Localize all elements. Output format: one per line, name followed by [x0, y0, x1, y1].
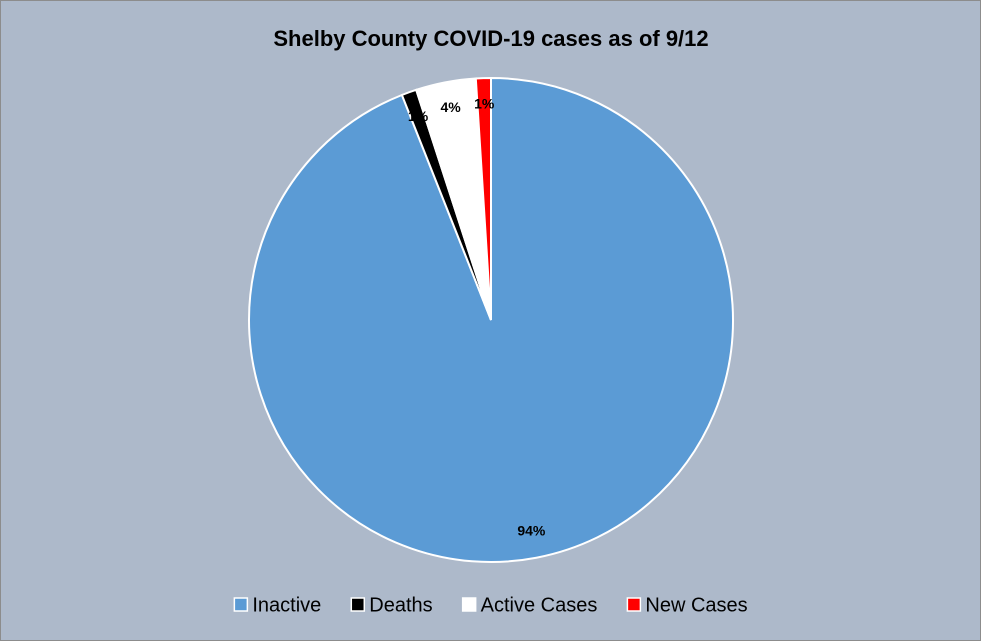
- legend-swatch: [461, 597, 477, 612]
- legend-label: Active Cases: [481, 594, 598, 616]
- legend-label: Inactive: [252, 594, 321, 616]
- legend-label: Deaths: [369, 594, 432, 616]
- data-label: 94%: [517, 522, 546, 538]
- legend-label: New Cases: [645, 594, 747, 616]
- legend-swatch: [233, 597, 249, 612]
- legend: Inactive Deaths Active Cases New Cases: [233, 594, 748, 616]
- legend-swatch: [350, 597, 366, 612]
- pie-slice: [474, 76, 492, 321]
- chart-title: Shelby County COVID-19 cases as of 9/12: [273, 26, 708, 51]
- legend-swatch: [626, 597, 642, 612]
- data-label: 1%: [474, 95, 495, 111]
- data-label: 4%: [441, 99, 462, 115]
- data-label: 1%: [408, 108, 429, 124]
